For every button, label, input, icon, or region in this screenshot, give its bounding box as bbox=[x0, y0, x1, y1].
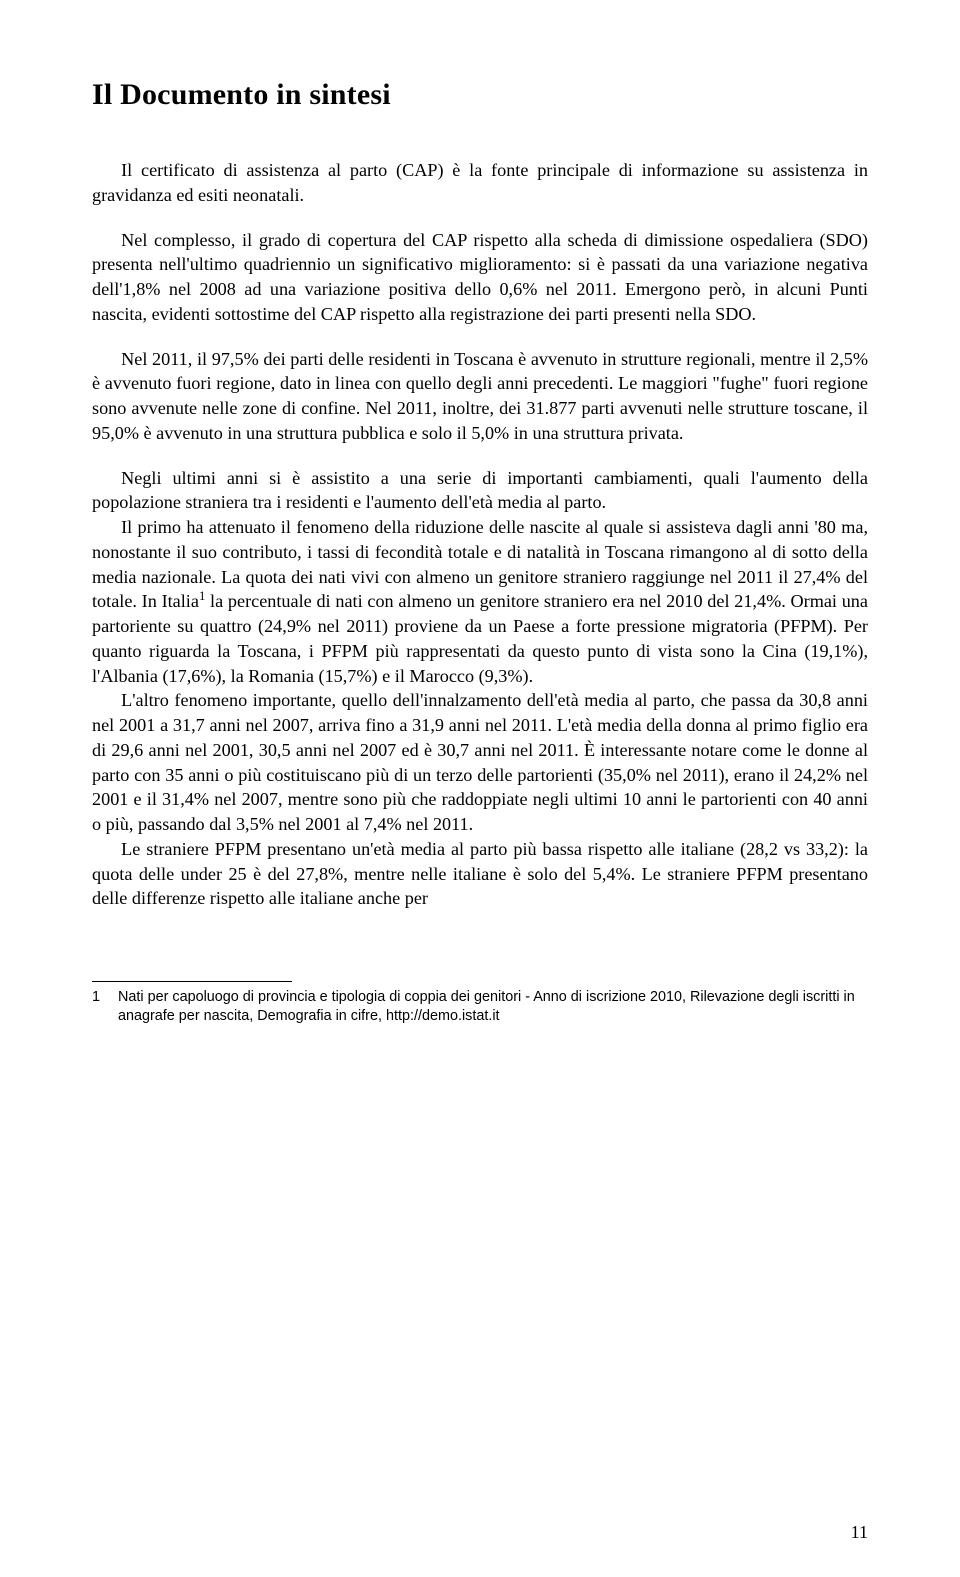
paragraph-6: L'altro fenomeno importante, quello dell… bbox=[92, 688, 868, 837]
page-number: 11 bbox=[851, 1522, 868, 1543]
page-title: Il Documento in sintesi bbox=[92, 78, 868, 112]
paragraph-4: Negli ultimi anni si è assistito a una s… bbox=[92, 466, 868, 516]
paragraph-block-1: Il certificato di assistenza al parto (C… bbox=[92, 158, 868, 327]
paragraph-7: Le straniere PFPM presentano un'età medi… bbox=[92, 837, 868, 911]
paragraph-5: Il primo ha attenuato il fenomeno della … bbox=[92, 515, 868, 688]
paragraph-2: Nel complesso, il grado di copertura del… bbox=[92, 228, 868, 327]
footnote-number: 1 bbox=[92, 988, 118, 1027]
paragraph-block-2: Negli ultimi anni si è assistito a una s… bbox=[92, 466, 868, 912]
paragraph-1: Il certificato di assistenza al parto (C… bbox=[92, 158, 868, 208]
footnote-text: Nati per capoluogo di provincia e tipolo… bbox=[118, 988, 868, 1027]
footnote-1: 1 Nati per capoluogo di provincia e tipo… bbox=[92, 988, 868, 1027]
footnote-rule bbox=[92, 981, 292, 982]
paragraph-3: Nel 2011, il 97,5% dei parti delle resid… bbox=[92, 347, 868, 446]
paragraph-5b: la percentuale di nati con almeno un gen… bbox=[92, 591, 868, 685]
document-page: Il Documento in sintesi Il certificato d… bbox=[0, 0, 960, 1577]
